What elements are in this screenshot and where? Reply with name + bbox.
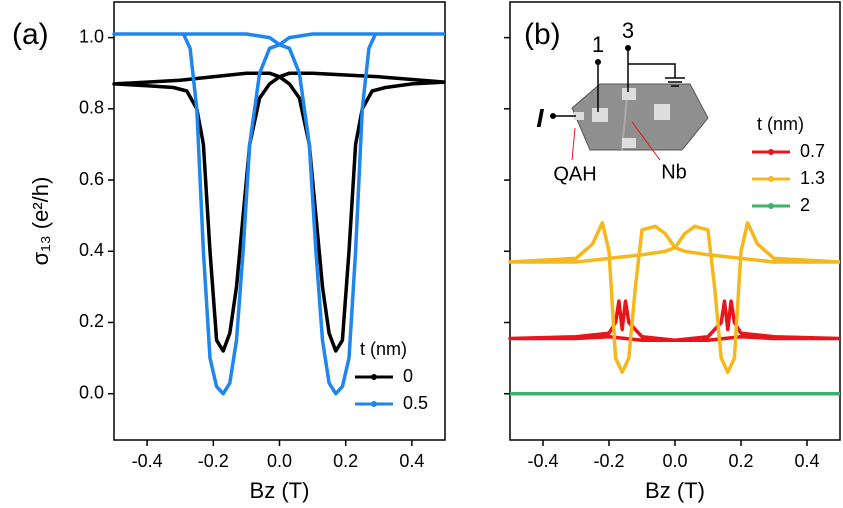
annotation: I <box>536 103 544 133</box>
panel-label: (b) <box>524 18 561 51</box>
legend-label: 0.5 <box>403 393 428 413</box>
x-tick-label: 0.0 <box>267 451 292 471</box>
series-line <box>508 221 841 375</box>
x-tick-label: -0.2 <box>198 451 229 471</box>
legend-marker <box>768 203 774 209</box>
y-tick-label: 0.4 <box>79 240 104 260</box>
legend-marker <box>768 149 774 155</box>
y-tick-label: 0.0 <box>79 382 104 402</box>
legend-marker <box>371 374 377 380</box>
y-tick-label: 0.6 <box>79 169 104 189</box>
x-tick-label: 0.2 <box>728 451 753 471</box>
legend-marker <box>371 401 377 407</box>
x-axis-label: Bz (T) <box>645 478 705 503</box>
series-line <box>112 32 445 396</box>
annotation: Nb <box>661 161 687 183</box>
x-tick-label: 0.0 <box>662 451 687 471</box>
legend-label: 2 <box>800 195 810 215</box>
annotation: 1 <box>592 32 604 57</box>
legend-label: 0.7 <box>800 141 825 161</box>
y-tick-label: 0.8 <box>79 98 104 118</box>
x-axis-label: Bz (T) <box>250 478 310 503</box>
y-tick-label: 0.2 <box>79 311 104 331</box>
annotation: 3 <box>622 18 634 43</box>
x-tick-label: 0.4 <box>399 451 424 471</box>
legend-label: 1.3 <box>800 168 825 188</box>
inset-device <box>550 45 709 161</box>
panel-label: (a) <box>12 18 49 51</box>
x-tick-label: -0.2 <box>593 451 624 471</box>
annotation: QAH <box>553 163 596 185</box>
series-line <box>112 71 446 353</box>
y-axis-label: σ₁₃ (e²/h) <box>28 177 53 266</box>
x-tick-label: 0.4 <box>794 451 819 471</box>
y-tick-label: 1.0 <box>79 26 104 46</box>
legend-marker <box>768 176 774 182</box>
legend-title: t (nm) <box>360 339 407 359</box>
x-tick-label: -0.4 <box>132 451 163 471</box>
plot-frame <box>113 1 446 441</box>
x-tick-label: -0.4 <box>527 451 558 471</box>
legend-title: t (nm) <box>757 114 804 134</box>
series-line <box>508 299 841 343</box>
legend-label: 0 <box>403 366 413 386</box>
x-tick-label: 0.2 <box>333 451 358 471</box>
